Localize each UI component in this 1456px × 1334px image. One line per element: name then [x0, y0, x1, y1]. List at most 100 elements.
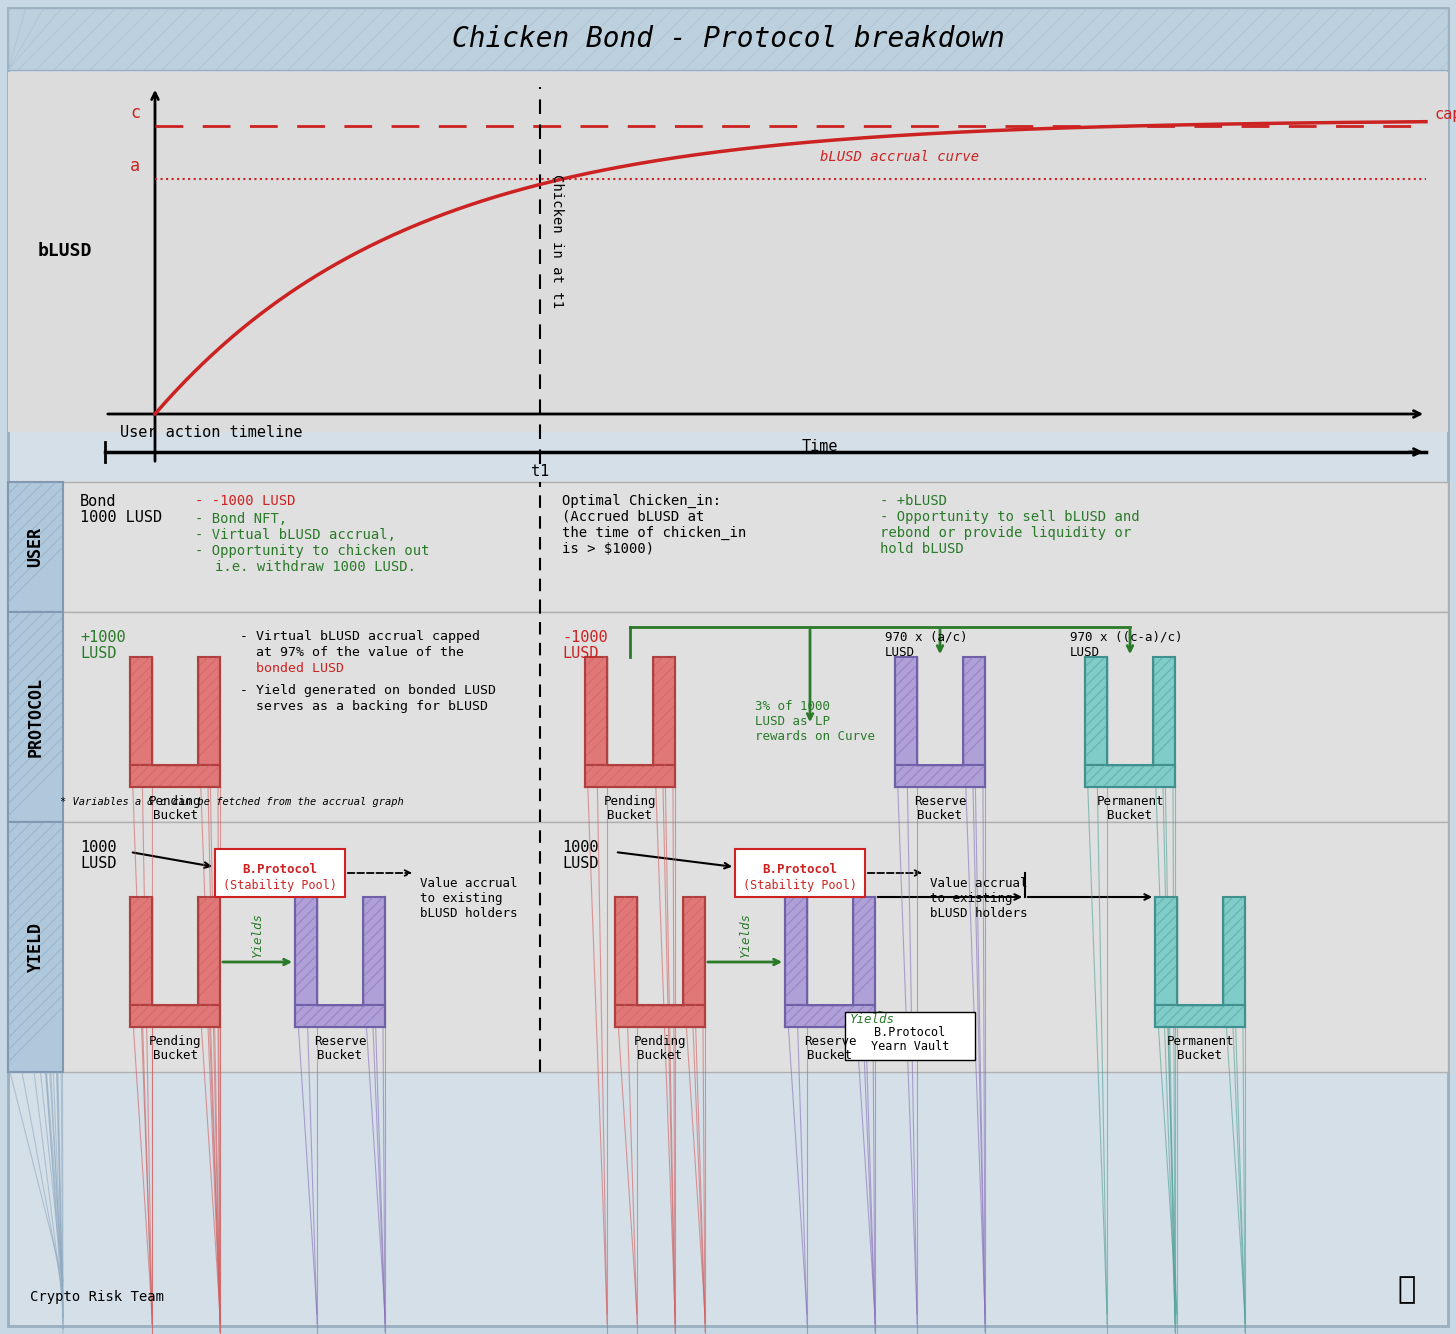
Text: (Stability Pool): (Stability Pool)	[743, 879, 858, 892]
Text: 1000: 1000	[562, 840, 598, 855]
Bar	[296, 1005, 384, 1027]
Text: to existing: to existing	[419, 892, 502, 904]
Text: serves as a backing for bLUSD: serves as a backing for bLUSD	[240, 700, 488, 712]
Text: - +bLUSD: - +bLUSD	[879, 494, 946, 508]
Bar	[895, 658, 917, 764]
Bar	[1155, 1005, 1245, 1027]
Text: 1000: 1000	[80, 840, 116, 855]
Text: Yields: Yields	[250, 912, 264, 956]
Text: cap: cap	[1434, 107, 1456, 123]
Bar	[296, 896, 317, 1005]
Bar	[614, 1005, 705, 1027]
Text: bLUSD: bLUSD	[38, 241, 92, 260]
Text: - Yield generated on bonded LUSD: - Yield generated on bonded LUSD	[240, 684, 496, 696]
Bar	[1085, 764, 1175, 787]
Bar	[130, 764, 220, 787]
Text: Bucket: Bucket	[153, 1049, 198, 1062]
Text: rewards on Curve: rewards on Curve	[756, 730, 875, 743]
Bar	[785, 896, 807, 1005]
Text: LUSD: LUSD	[80, 646, 116, 662]
Text: LUSD as LP: LUSD as LP	[756, 715, 830, 728]
Bar	[853, 896, 875, 1005]
Text: Bucket: Bucket	[1108, 808, 1153, 822]
Text: * Variables a & c can be fetched from the accrual graph: * Variables a & c can be fetched from th…	[60, 796, 403, 807]
Text: Value accrual: Value accrual	[419, 876, 517, 890]
Text: (Stability Pool): (Stability Pool)	[223, 879, 336, 892]
Bar	[1155, 896, 1176, 1005]
Text: hold bLUSD: hold bLUSD	[879, 542, 964, 556]
Bar	[585, 658, 607, 764]
Text: Bucket: Bucket	[317, 1049, 363, 1062]
Bar	[895, 764, 986, 787]
Text: Time: Time	[802, 439, 839, 454]
Text: YIELD: YIELD	[26, 922, 45, 972]
Text: Bucket: Bucket	[1178, 1049, 1223, 1062]
Text: to existing: to existing	[930, 892, 1012, 904]
Text: Pending: Pending	[149, 1035, 201, 1049]
Text: rebond or provide liquidity or: rebond or provide liquidity or	[879, 526, 1131, 540]
Text: B.Protocol: B.Protocol	[763, 863, 837, 876]
Text: 1000 LUSD: 1000 LUSD	[80, 510, 162, 526]
Text: Reserve: Reserve	[914, 795, 967, 808]
Text: LUSD: LUSD	[1070, 646, 1099, 659]
Bar	[7, 612, 1449, 822]
Text: Reserve: Reserve	[804, 1035, 856, 1049]
Text: - Virtual bLUSD accrual,: - Virtual bLUSD accrual,	[195, 528, 396, 542]
Text: t1: t1	[531, 464, 549, 479]
Text: Reserve: Reserve	[313, 1035, 367, 1049]
Text: - Opportunity to chicken out: - Opportunity to chicken out	[195, 544, 430, 558]
Bar	[1085, 658, 1107, 764]
Text: Pending: Pending	[604, 795, 657, 808]
Text: Bucket: Bucket	[808, 1049, 853, 1062]
Text: bLUSD holders: bLUSD holders	[930, 907, 1028, 920]
Text: Yearn Vault: Yearn Vault	[871, 1041, 949, 1053]
Text: Bucket: Bucket	[153, 808, 198, 822]
Bar	[130, 896, 151, 1005]
Text: Bucket: Bucket	[638, 1049, 683, 1062]
Bar	[363, 896, 384, 1005]
Text: +1000: +1000	[80, 630, 125, 646]
Bar	[785, 1005, 875, 1027]
Bar	[962, 658, 986, 764]
Bar	[7, 482, 1449, 612]
Text: Pending: Pending	[149, 795, 201, 808]
Bar	[585, 764, 676, 787]
Text: bLUSD accrual curve: bLUSD accrual curve	[820, 149, 978, 164]
Bar	[1153, 658, 1175, 764]
Text: -1000: -1000	[562, 630, 607, 646]
Text: B.Protocol: B.Protocol	[243, 863, 317, 876]
Text: bonded LUSD: bonded LUSD	[240, 662, 344, 675]
Text: Bond: Bond	[80, 494, 116, 510]
Text: (Accrued bLUSD at: (Accrued bLUSD at	[562, 510, 705, 524]
Text: - Virtual bLUSD accrual capped: - Virtual bLUSD accrual capped	[240, 630, 480, 643]
Text: LUSD: LUSD	[80, 856, 116, 871]
Bar	[1223, 896, 1245, 1005]
Bar	[7, 822, 1449, 1073]
Text: PROTOCOL: PROTOCOL	[26, 676, 45, 756]
Text: Yields: Yields	[850, 1013, 895, 1026]
Bar	[7, 482, 63, 612]
Text: USER: USER	[26, 527, 45, 567]
Text: 970 x (a/c): 970 x (a/c)	[885, 630, 967, 643]
Text: - Opportunity to sell bLUSD and: - Opportunity to sell bLUSD and	[879, 510, 1140, 524]
Bar	[614, 896, 638, 1005]
Bar	[198, 658, 220, 764]
Text: Optimal Chicken_in:: Optimal Chicken_in:	[562, 494, 721, 508]
Text: Bucket: Bucket	[607, 808, 652, 822]
Text: a: a	[130, 156, 140, 175]
Text: 🦌: 🦌	[1398, 1275, 1417, 1305]
Text: Value accrual: Value accrual	[930, 876, 1028, 890]
Bar	[735, 848, 865, 896]
Text: User action timeline: User action timeline	[119, 426, 303, 440]
Bar	[683, 896, 705, 1005]
Text: Chicken Bond - Protocol breakdown: Chicken Bond - Protocol breakdown	[451, 25, 1005, 53]
Bar	[7, 612, 63, 822]
Text: Yields: Yields	[738, 912, 751, 956]
Text: i.e. withdraw 1000 LUSD.: i.e. withdraw 1000 LUSD.	[215, 560, 416, 574]
Text: - Bond NFT,: - Bond NFT,	[195, 512, 287, 526]
Text: Crypto Risk Team: Crypto Risk Team	[31, 1290, 165, 1305]
Bar	[7, 72, 1449, 432]
Text: B.Protocol: B.Protocol	[875, 1026, 945, 1039]
Text: LUSD: LUSD	[562, 856, 598, 871]
Bar	[215, 848, 345, 896]
